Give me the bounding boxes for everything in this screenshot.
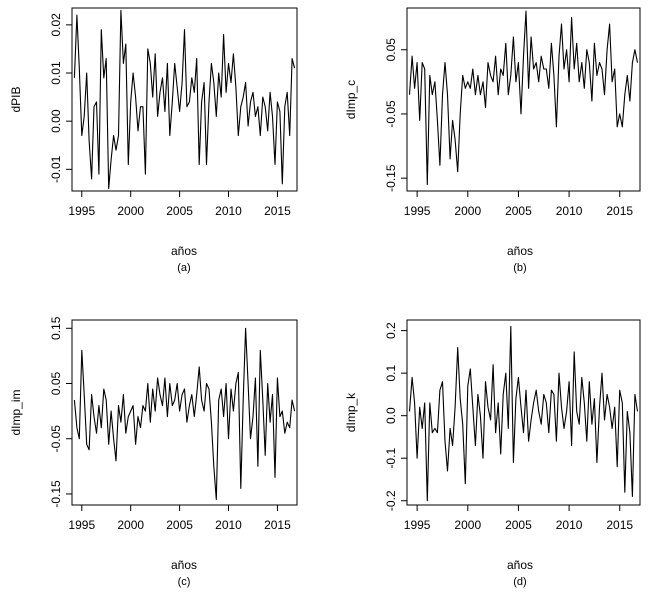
y-tick-label-c-1: -0.05 <box>49 425 63 453</box>
panel-label-b: (b) <box>513 262 526 274</box>
plot-frame-b <box>406 7 641 192</box>
x-tick-label-c-2010: 2010 <box>215 518 242 532</box>
x-tick-label-c-2000: 2000 <box>117 518 144 532</box>
y-tick-label-d-4: 0.2 <box>384 322 398 339</box>
panel-a: 1995 2000 2005 2010 2015 -0.01 0.00 0.01 0.02 dPI… <box>9 7 298 274</box>
x-tick-label-d-2005: 2005 <box>505 518 532 532</box>
x-tick-label-c-2005: 2005 <box>166 518 193 532</box>
x-tick-label-b-2010: 2010 <box>556 204 583 218</box>
x-tick-label-d-1995: 1995 <box>404 518 431 532</box>
x-tick-label-b-2015: 2015 <box>606 204 633 218</box>
y-axis-label-d: dImp_k <box>344 392 358 432</box>
series-line-d <box>408 325 639 502</box>
y-tick-label-c-2: 0.05 <box>49 372 63 396</box>
series-line-c <box>73 327 296 501</box>
plot-frame-c <box>71 319 298 506</box>
y-tick-label-d-0: -0.2 <box>384 490 398 511</box>
x-tick-label-d-2015: 2015 <box>606 518 633 532</box>
x-tick-label-b-2005: 2005 <box>505 204 532 218</box>
plot-frame-d <box>406 319 641 506</box>
x-axis-label-b: años <box>507 244 533 258</box>
y-tick-label-d-2: 0.0 <box>384 407 398 424</box>
y-tick-label-a-2: 0.01 <box>49 61 63 85</box>
series-line-a <box>73 9 296 190</box>
panel-label-a: (a) <box>177 262 190 274</box>
y-axis-label-c: dImp_im <box>9 389 23 435</box>
x-tick-label-d-2010: 2010 <box>556 518 583 532</box>
panel-label-d: (d) <box>513 576 526 588</box>
series-line-b <box>408 10 639 186</box>
x-axis-label-c: años <box>171 558 197 572</box>
x-tick-label-a-1995: 1995 <box>68 204 95 218</box>
x-axis-label-a: años <box>171 244 197 258</box>
x-axis-label-d: años <box>507 558 533 572</box>
y-tick-label-c-0: -0.15 <box>49 480 63 508</box>
panel-c: 1995 2000 2005 2010 2015 -0.15 -0.05 0.05 0.15 dI… <box>9 316 298 588</box>
x-tick-label-a-2015: 2015 <box>264 204 291 218</box>
y-tick-label-a-0: -0.01 <box>49 155 63 183</box>
x-tick-label-a-2000: 2000 <box>117 204 144 218</box>
x-tick-label-d-2000: 2000 <box>454 518 481 532</box>
x-tick-label-a-2005: 2005 <box>166 204 193 218</box>
y-tick-label-c-3: 0.15 <box>49 316 63 340</box>
panel-b: 1995 2000 2005 2010 2015 -0.15 -0.05 0.05 dImp_c… <box>344 7 641 274</box>
y-tick-label-d-3: 0.1 <box>384 364 398 381</box>
y-axis-label-a: dPIB <box>9 86 23 112</box>
plot-frame-a <box>71 7 298 192</box>
y-tick-label-b-0: -0.15 <box>384 164 398 192</box>
y-tick-label-b-2: 0.05 <box>384 38 398 62</box>
panel-d: 1995 2000 2005 2010 2015 -0.2 -0.1 0.0 0.1 0.2 dIm… <box>344 319 641 588</box>
panel-label-c: (c) <box>178 576 191 588</box>
y-tick-label-a-3: 0.02 <box>49 13 63 37</box>
y-axis-label-b: dImp_c <box>344 80 358 119</box>
x-tick-label-b-2000: 2000 <box>454 204 481 218</box>
y-tick-label-d-1: -0.1 <box>384 448 398 469</box>
x-tick-label-c-2015: 2015 <box>264 518 291 532</box>
x-tick-label-c-1995: 1995 <box>68 518 95 532</box>
y-tick-label-a-1: 0.00 <box>49 109 63 133</box>
y-tick-label-b-1: -0.05 <box>384 100 398 128</box>
x-tick-label-b-1995: 1995 <box>404 204 431 218</box>
x-tick-label-a-2010: 2010 <box>215 204 242 218</box>
